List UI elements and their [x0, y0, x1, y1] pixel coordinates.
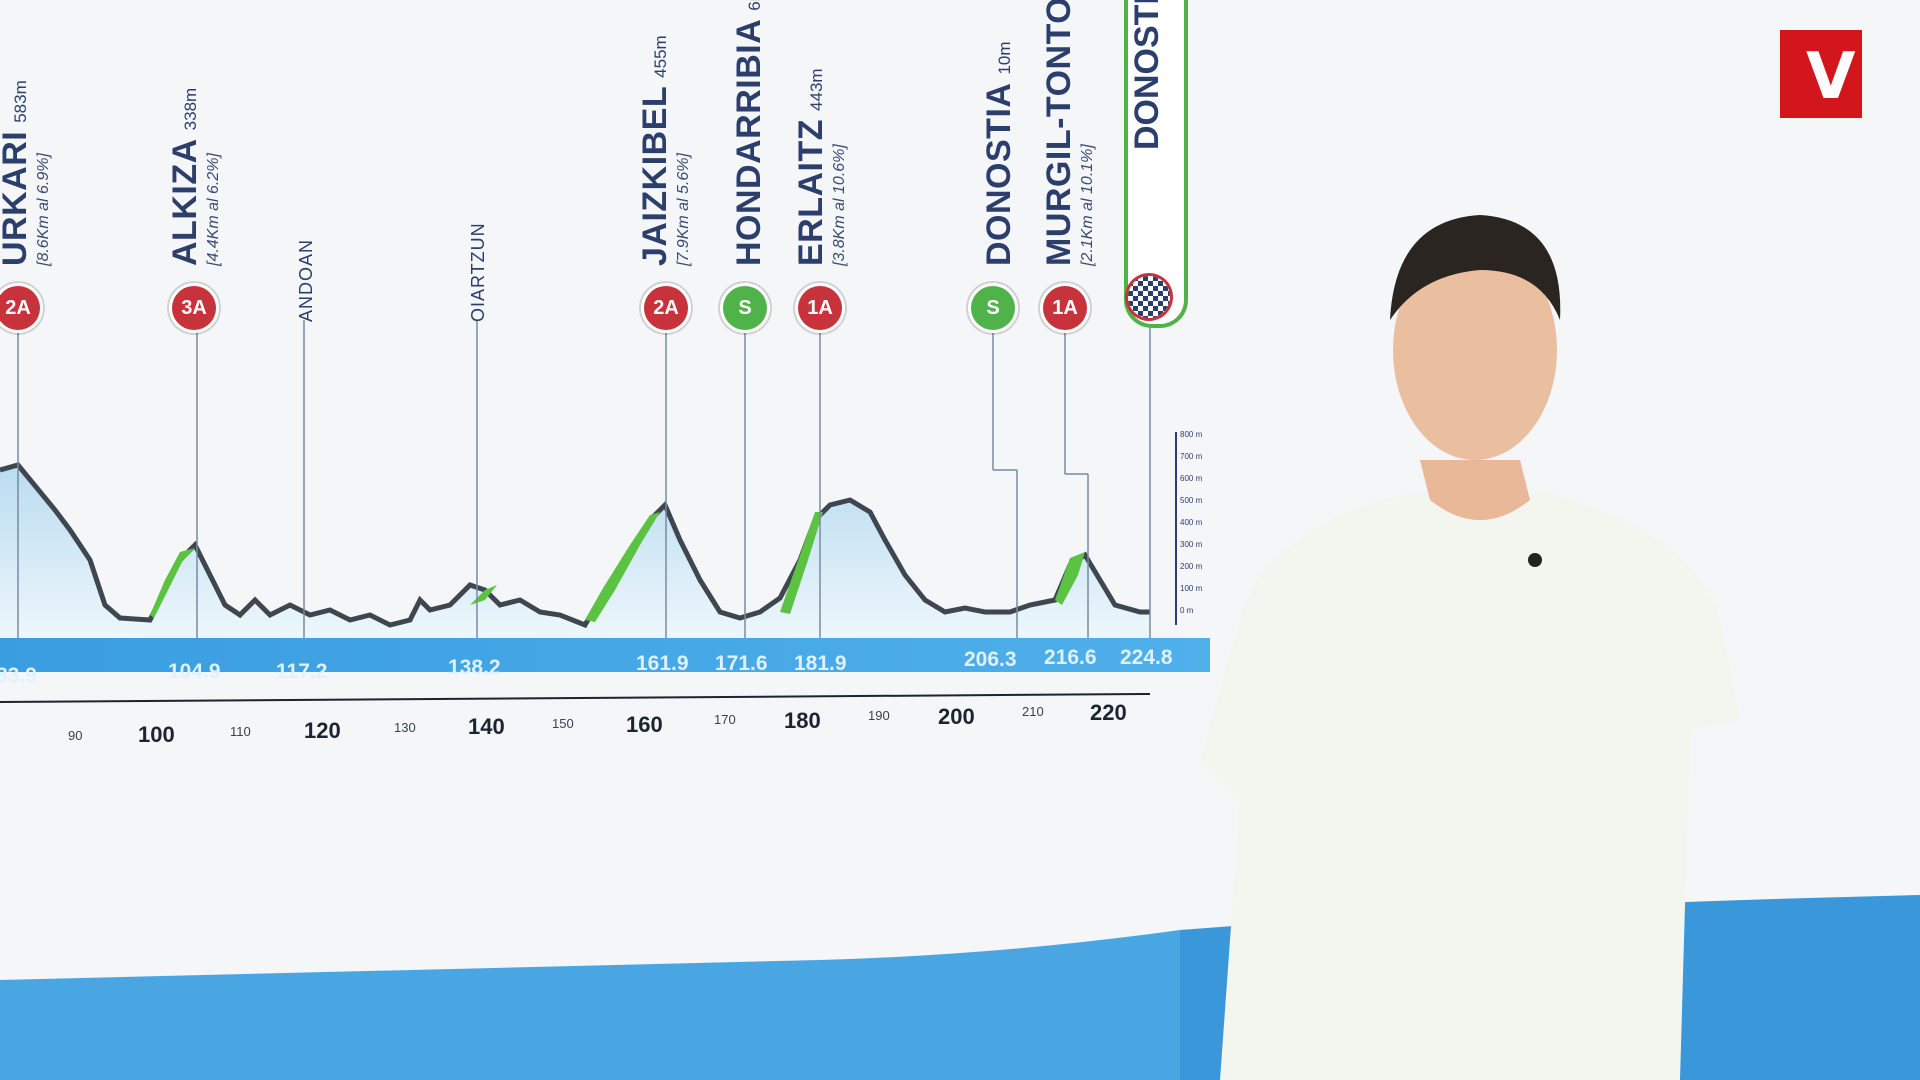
climb-info: [4.4Km al 6.2%] — [205, 153, 222, 266]
axis-label: 100 — [138, 722, 175, 747]
axis-label: 120 — [304, 718, 341, 743]
climb-segment — [1055, 552, 1085, 605]
sprint-icon: S — [723, 286, 767, 330]
climb-name: JAIZKIBEL — [636, 85, 674, 266]
mountain-category-icon: 1A — [1043, 286, 1087, 330]
distance-axis — [0, 693, 1151, 703]
axis-label: 170 — [714, 712, 736, 727]
climb-elevation: 6m — [745, 0, 764, 11]
finish-banner — [1124, 0, 1188, 328]
presenter-hair — [1390, 215, 1561, 320]
climb-name: ALKIZA — [166, 138, 204, 266]
axis-label: 110 — [230, 724, 251, 739]
elevation-tick: 600 m — [1180, 474, 1203, 483]
climb-elevation: 583m — [11, 80, 30, 123]
km-marker: 224.8 — [1120, 646, 1173, 669]
km-marker: 161.9 — [636, 652, 689, 675]
axis-label: 140 — [468, 714, 505, 739]
presenter — [1200, 215, 1740, 1080]
climb-label-erlaitz: ERLAITZ 443m [3.8Km al 10.6%] — [792, 68, 849, 266]
channel-logo — [1780, 30, 1862, 118]
km-marker: 104.9 — [168, 660, 221, 683]
elevation-tick: 500 m — [1180, 496, 1203, 505]
climb-name: HONDARRIBIA — [730, 18, 768, 266]
climb-label-murgil: MURGIL-TONTORRA [2.1Km al 10.1%] — [1040, 0, 1097, 266]
elevation-tick: 300 m — [1180, 540, 1203, 549]
elevation-tick: 800 m — [1180, 430, 1203, 439]
km-band — [0, 638, 1210, 672]
finish-flag-icon — [1128, 276, 1170, 318]
presenter-head — [1393, 240, 1557, 460]
climb-name: MURGIL-TONTORRA — [1040, 0, 1078, 266]
elevation-tick: 200 m — [1180, 562, 1203, 571]
km-marker: 171.6 — [715, 652, 768, 675]
axis-label: 220 — [1090, 700, 1127, 725]
axis-label: 200 — [938, 704, 975, 729]
km-marker: 138.2 — [448, 656, 501, 679]
axis-label: 130 — [394, 720, 416, 735]
profile-fill — [0, 465, 1150, 640]
climb-label-urkari: URKARI 583m [8.6Km al 6.9%] — [0, 80, 53, 266]
mountain-category-icon: 1A — [798, 286, 842, 330]
km-marker: 117.2 — [276, 660, 328, 683]
axis-label: 180 — [784, 708, 821, 733]
climb-elevation: 455m — [651, 35, 670, 78]
mountain-category-icon: 2A — [0, 286, 40, 330]
climb-name: ERLAITZ — [792, 118, 830, 266]
axis-label: 190 — [868, 708, 890, 723]
presenter-neck — [1420, 460, 1530, 520]
climb-info: [2.1Km al 10.1%] — [1079, 144, 1096, 266]
climb-info: [8.6Km al 6.9%] — [35, 153, 52, 266]
elevation-tick: 0 m — [1180, 606, 1194, 615]
channel-logo-letter: V — [1806, 40, 1856, 114]
axis-label: 160 — [626, 712, 663, 737]
climb-segment — [780, 512, 823, 614]
presenter-shirt — [1200, 490, 1740, 1080]
mountain-category-icon: 3A — [172, 286, 216, 330]
climb-label-donostia: DONOSTIA 10m — [980, 41, 1019, 266]
profile-line — [0, 462, 1150, 629]
climb-name: URKARI — [0, 130, 34, 266]
climb-info: [3.8Km al 10.6%] — [831, 144, 848, 266]
km-marker: 181.9 — [794, 652, 847, 675]
finish-name: DONOSTIA — [1128, 0, 1166, 150]
sprint-icon: S — [971, 286, 1015, 330]
axis-label: 90 — [68, 728, 83, 743]
elevation-tick: 400 m — [1180, 518, 1203, 527]
climb-label-alkiza: ALKIZA 338m [4.4Km al 6.2%] — [166, 88, 223, 266]
elevation-tick: 700 m — [1180, 452, 1203, 461]
climb-segment — [585, 512, 660, 622]
climb-label-jaizkibel: JAIZKIBEL 455m [7.9Km al 5.6%] — [636, 35, 693, 266]
km-marker: 206.3 — [964, 648, 1017, 671]
km-marker: 216.6 — [1044, 646, 1097, 669]
town-label: OIARTZUN — [468, 222, 488, 322]
microphone-icon — [1528, 553, 1542, 567]
climb-elevation: 338m — [181, 87, 200, 131]
climb-elevation: 10m — [995, 41, 1014, 75]
climb-label-hondarribia: HONDARRIBIA 6m — [730, 0, 769, 266]
axis-label: 210 — [1022, 704, 1044, 719]
climb-elevation: 443m — [807, 68, 826, 111]
elevation-tick: 100 m — [1180, 584, 1203, 593]
mountain-category-icon: 2A — [644, 286, 688, 330]
axis-label: 150 — [552, 716, 574, 731]
town-label: ANDOAN — [296, 238, 316, 322]
km-marker: 83.9 — [0, 664, 37, 687]
climb-name: DONOSTIA — [980, 82, 1018, 266]
climb-info: [7.9Km al 5.6%] — [675, 153, 692, 266]
climb-segment — [150, 548, 195, 618]
